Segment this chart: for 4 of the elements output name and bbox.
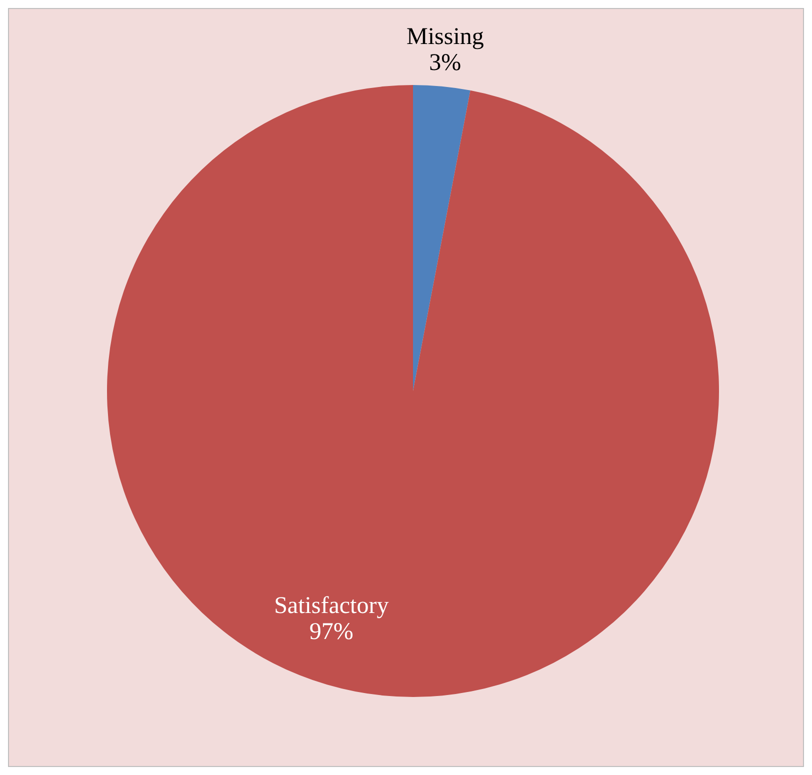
data-label: 3% (429, 50, 462, 76)
data-label: 97% (309, 618, 354, 645)
slice-label: Missing (406, 24, 484, 50)
slice-label: Satisfactory (274, 592, 389, 619)
